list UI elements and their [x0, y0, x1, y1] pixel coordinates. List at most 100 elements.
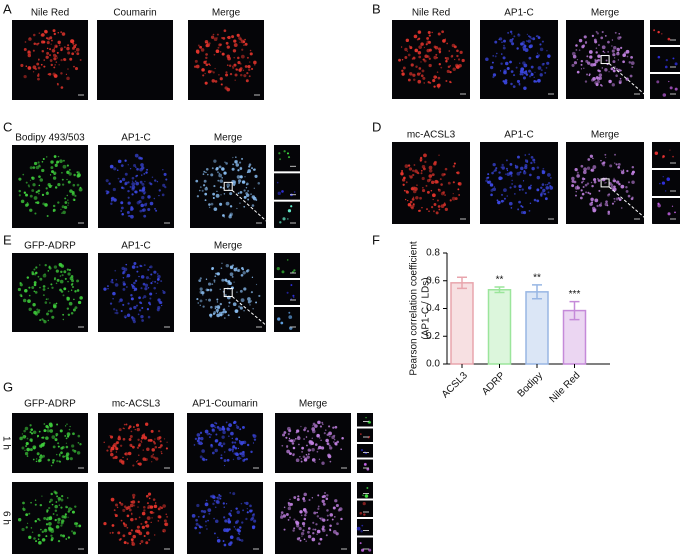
speckle	[149, 266, 151, 269]
speckle	[509, 38, 513, 43]
speckle	[32, 445, 37, 450]
speckle	[72, 198, 76, 202]
speckle	[601, 30, 604, 34]
speckle	[289, 498, 291, 501]
speckle	[68, 268, 72, 272]
micrograph	[652, 170, 680, 196]
speckle	[18, 189, 21, 193]
speckle	[246, 171, 249, 174]
speckle	[148, 497, 151, 500]
speckle	[215, 422, 218, 425]
speckle	[598, 189, 601, 192]
speckle	[147, 315, 151, 319]
speckle	[199, 455, 203, 459]
speckle	[314, 528, 317, 531]
speckle	[165, 178, 168, 181]
speckle	[203, 170, 206, 173]
speckle	[60, 47, 64, 51]
speckle	[161, 304, 163, 307]
speckle	[216, 538, 221, 543]
speckle	[144, 422, 149, 426]
speckle	[151, 517, 153, 519]
speckle	[126, 210, 130, 214]
speckle	[282, 217, 286, 221]
speckle	[446, 69, 450, 73]
speckle	[72, 183, 76, 187]
speckle	[240, 298, 245, 303]
speckle	[604, 182, 606, 184]
speckle	[293, 496, 297, 499]
speckle	[53, 265, 58, 269]
speckle	[138, 442, 142, 446]
speckle	[444, 57, 447, 59]
speckle	[626, 169, 629, 173]
speckle	[420, 74, 424, 78]
speckle	[300, 531, 305, 536]
speckle	[202, 173, 205, 175]
speckle	[236, 510, 240, 514]
speckle	[524, 191, 528, 195]
speckle	[428, 210, 430, 213]
speckle	[596, 177, 599, 180]
speckle	[112, 291, 116, 296]
speckle	[227, 35, 231, 40]
speckle	[194, 526, 198, 530]
speckle	[280, 511, 284, 514]
speckle	[138, 309, 142, 312]
speckle	[235, 68, 239, 71]
speckle	[76, 52, 80, 56]
speckle	[537, 36, 541, 39]
speckle	[412, 196, 415, 199]
speckle	[525, 73, 529, 76]
speckle	[47, 522, 52, 526]
speckle	[217, 179, 220, 182]
speckle	[452, 181, 455, 184]
speckle	[19, 436, 23, 441]
speckle	[125, 263, 128, 266]
speckle	[113, 198, 117, 202]
speckle	[240, 539, 244, 542]
speckle	[290, 205, 293, 208]
speckle	[232, 446, 235, 449]
roi-box	[600, 55, 610, 65]
speckle	[33, 42, 37, 46]
speckle	[134, 190, 138, 194]
speckle	[519, 73, 522, 76]
speckle	[66, 296, 69, 299]
speckle	[77, 300, 82, 305]
speckle	[215, 308, 219, 313]
speckle	[109, 302, 113, 305]
speckle	[239, 306, 243, 310]
speckle	[214, 448, 218, 453]
speckle	[58, 453, 61, 456]
speckle	[238, 161, 242, 164]
speckle	[298, 526, 302, 531]
speckle	[110, 202, 113, 205]
speckle	[421, 188, 426, 193]
speckle	[661, 181, 666, 185]
speckle	[576, 70, 580, 74]
speckle	[316, 529, 321, 534]
speckle	[223, 459, 227, 463]
speckle	[255, 283, 258, 286]
speckle	[121, 462, 125, 465]
speckle	[238, 533, 241, 536]
speckle	[210, 306, 213, 309]
speckle	[218, 74, 220, 76]
speckle	[362, 502, 366, 506]
speckle	[329, 529, 332, 532]
speckle	[510, 207, 513, 209]
speckle	[143, 535, 146, 538]
speckle	[47, 458, 51, 462]
speckle	[279, 158, 282, 161]
speckle	[325, 497, 329, 501]
bar	[487, 289, 512, 365]
speckle	[489, 183, 494, 187]
speckle	[246, 443, 250, 447]
speckle	[454, 197, 458, 201]
speckle	[56, 278, 60, 282]
speckle	[71, 444, 75, 448]
speckle	[65, 442, 68, 444]
speckle	[246, 56, 249, 59]
speckle	[229, 192, 233, 196]
